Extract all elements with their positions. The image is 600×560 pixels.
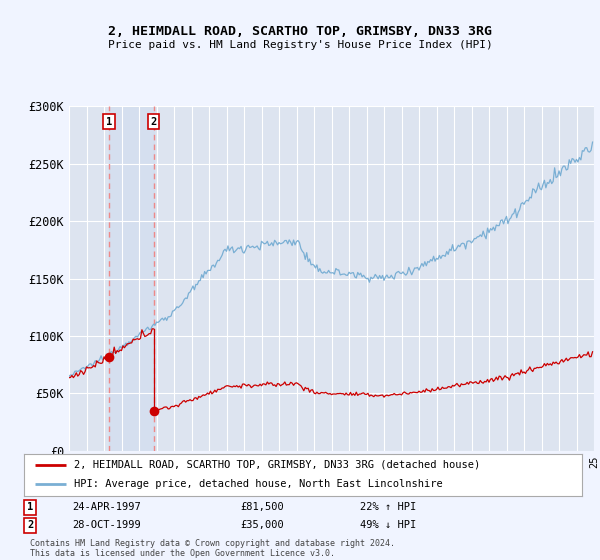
Text: 28-OCT-1999: 28-OCT-1999 [72,520,141,530]
Text: HPI: Average price, detached house, North East Lincolnshire: HPI: Average price, detached house, Nort… [74,479,443,489]
Text: 24-APR-1997: 24-APR-1997 [72,502,141,512]
Text: Price paid vs. HM Land Registry's House Price Index (HPI): Price paid vs. HM Land Registry's House … [107,40,493,50]
Text: 1: 1 [106,116,112,127]
Text: £81,500: £81,500 [240,502,284,512]
Text: 2: 2 [27,520,33,530]
Bar [109,106,154,451]
Text: 2: 2 [151,116,157,127]
Text: 22% ↑ HPI: 22% ↑ HPI [360,502,416,512]
Text: Contains HM Land Registry data © Crown copyright and database right 2024.
This d: Contains HM Land Registry data © Crown c… [30,539,395,558]
Text: £35,000: £35,000 [240,520,284,530]
Text: 2, HEIMDALL ROAD, SCARTHO TOP, GRIMSBY, DN33 3RG: 2, HEIMDALL ROAD, SCARTHO TOP, GRIMSBY, … [108,25,492,38]
Text: 1: 1 [27,502,33,512]
Text: 49% ↓ HPI: 49% ↓ HPI [360,520,416,530]
Text: 2, HEIMDALL ROAD, SCARTHO TOP, GRIMSBY, DN33 3RG (detached house): 2, HEIMDALL ROAD, SCARTHO TOP, GRIMSBY, … [74,460,481,470]
